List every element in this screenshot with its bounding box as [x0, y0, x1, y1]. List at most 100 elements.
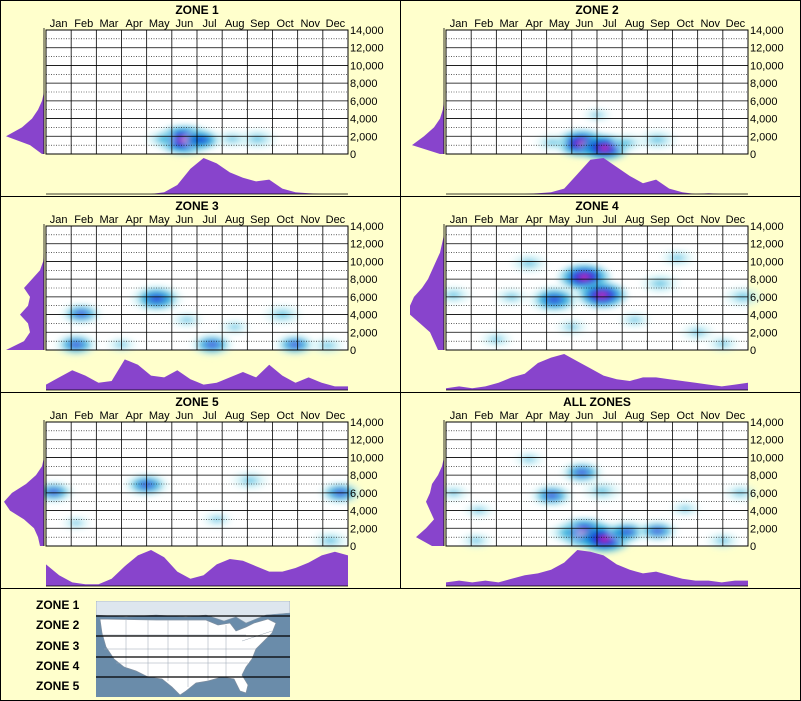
zone-panel-6: ALL ZONES Jan Feb Mar Apr May Jun Jul Aug Sep Oct N…	[416, 395, 784, 587]
month-tick-label: Jan	[50, 410, 68, 422]
elevation-tick-label: 4,000	[750, 114, 778, 126]
heat-spot	[572, 278, 632, 312]
elevation-tick-label: 8,000	[750, 470, 778, 482]
month-tick-label: Feb	[474, 18, 493, 30]
elevation-tick-label: 8,000	[350, 470, 378, 482]
month-tick-label: Mar	[499, 18, 518, 30]
heat-spot	[168, 309, 206, 331]
zone-panel-4: ZONE 4 Jan Feb Mar Apr May Jun Jul Aug Sep Oct Nov D…	[410, 199, 784, 391]
month-tick-label: Oct	[277, 214, 294, 226]
month-tick-label: Oct	[677, 18, 694, 30]
month-tick-label: Aug	[225, 410, 245, 422]
heat-spot	[457, 530, 495, 551]
elevation-tick-label: 4,000	[350, 310, 378, 322]
heat-spot	[213, 128, 252, 150]
month-tick-label: May	[549, 18, 570, 30]
legend-zone-3-label: ZONE 3	[36, 639, 80, 653]
heat-spot	[178, 126, 226, 154]
elevation-tick-label: 2,000	[350, 327, 378, 339]
month-tick-label: Aug	[625, 18, 645, 30]
panel-title: ZONE 3	[175, 199, 219, 213]
month-tick-label: Aug	[225, 18, 245, 30]
heat-spot	[545, 521, 588, 545]
month-tick-label: Dec	[326, 18, 346, 30]
elevation-tick-label: 4,000	[750, 310, 778, 322]
legend-zone-2-label: ZONE 2	[36, 618, 80, 632]
month-tick-label: Mar	[99, 410, 118, 422]
month-tick-label: Jul	[203, 214, 217, 226]
elevation-tick-label: 0	[750, 541, 756, 553]
elevation-tick-label: 14,000	[750, 221, 784, 233]
month-tick-label: Dec	[726, 18, 746, 30]
month-tick-label: Dec	[326, 410, 346, 422]
panel-title: ZONE 2	[575, 3, 619, 17]
zone-panel-1: ZONE 1 Jan Feb Mar Apr May Jun Jul Aug Sep Oct Nov D…	[6, 3, 384, 195]
month-tick-label: May	[149, 214, 170, 226]
grid-border	[45, 29, 349, 155]
legend-zone-1-label: ZONE 1	[36, 598, 80, 612]
elevation-tick-label: 12,000	[350, 43, 384, 55]
heat-spot	[607, 131, 648, 154]
elevation-tick-label: 10,000	[750, 452, 784, 464]
heat-spot	[511, 449, 547, 469]
elevation-tick-label: 8,000	[750, 78, 778, 90]
elevation-density	[410, 226, 444, 350]
grid-border	[445, 29, 749, 155]
month-tick-label: Jan	[450, 214, 468, 226]
heat-spot	[634, 518, 681, 544]
month-tick-label: Mar	[499, 410, 518, 422]
elevation-tick-label: 12,000	[750, 43, 784, 55]
heat-spot	[272, 331, 319, 358]
elevation-tick-label: 14,000	[350, 417, 384, 429]
elevation-tick-label: 14,000	[750, 25, 784, 37]
month-tick-label: Mar	[99, 214, 118, 226]
elevation-density	[416, 422, 444, 546]
panel-title: ZONE 1	[175, 3, 219, 17]
month-tick-label: May	[549, 214, 570, 226]
grid-border	[45, 421, 349, 547]
month-tick-label: Dec	[726, 410, 746, 422]
elevation-tick-label: 0	[750, 149, 756, 161]
month-tick-label: Jan	[450, 18, 468, 30]
heat-spot	[58, 300, 105, 327]
month-tick-label: Jun	[576, 214, 594, 226]
elevation-density	[412, 30, 444, 154]
elevation-tick-label: 12,000	[350, 435, 384, 447]
grid-border	[45, 225, 349, 351]
month-tick-label: Jan	[50, 214, 68, 226]
elevation-tick-label: 6,000	[350, 292, 378, 304]
month-tick-label: Apr	[526, 410, 543, 422]
elevation-tick-label: 10,000	[350, 452, 384, 464]
elevation-tick-label: 10,000	[750, 256, 784, 268]
heat-spot	[309, 528, 352, 553]
elevation-tick-label: 4,000	[350, 114, 378, 126]
elevation-tick-label: 0	[350, 149, 356, 161]
month-density	[46, 158, 348, 194]
month-tick-label: Aug	[225, 214, 245, 226]
month-tick-label: Jun	[176, 18, 194, 30]
elevation-tick-label: 8,000	[350, 78, 378, 90]
month-tick-label: Jul	[603, 410, 617, 422]
elevation-tick-label: 6,000	[750, 488, 778, 500]
panel-title: ALL ZONES	[563, 395, 631, 409]
month-tick-label: Apr	[126, 18, 143, 30]
map-zone-lines	[96, 615, 290, 678]
elevation-tick-label: 10,000	[350, 60, 384, 72]
legend-zone-4-label: ZONE 4	[36, 659, 80, 673]
heat-spot	[228, 468, 271, 493]
month-tick-label: Feb	[474, 214, 493, 226]
month-tick-label: Jun	[576, 18, 594, 30]
month-tick-label: Nov	[300, 18, 320, 30]
elevation-tick-label: 0	[350, 541, 356, 553]
month-density	[446, 550, 748, 586]
elevation-tick-label: 2,000	[750, 327, 778, 339]
heat-spot	[527, 482, 576, 509]
elevation-tick-label: 0	[750, 345, 756, 357]
heat-spot	[525, 283, 583, 316]
month-tick-label: May	[149, 410, 170, 422]
heat-spot	[580, 478, 625, 504]
heat-spot	[532, 131, 571, 154]
elevation-tick-label: 14,000	[750, 417, 784, 429]
month-tick-label: Jan	[450, 410, 468, 422]
